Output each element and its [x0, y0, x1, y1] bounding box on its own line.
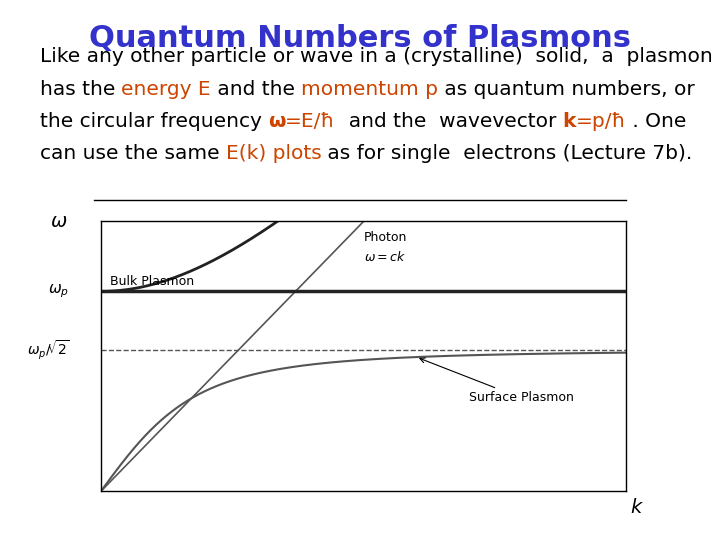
Text: Quantum Numbers of Plasmons: Quantum Numbers of Plasmons [89, 24, 631, 53]
Text: Photon: Photon [364, 232, 407, 245]
Text: as quantum numbers, or: as quantum numbers, or [438, 79, 695, 99]
Text: $\omega$: $\omega$ [50, 212, 68, 231]
Text: and the  wavevector: and the wavevector [336, 112, 562, 131]
Text: =E/ħ: =E/ħ [285, 112, 336, 131]
Text: Surface Plasmon: Surface Plasmon [420, 358, 574, 404]
Text: as for single  electrons (Lecture 7b).: as for single electrons (Lecture 7b). [321, 144, 693, 164]
Text: $\omega_p$: $\omega_p$ [48, 282, 69, 300]
Text: $\omega = ck$: $\omega = ck$ [364, 251, 406, 265]
Text: has the: has the [40, 79, 122, 99]
Text: Bulk Plasmon: Bulk Plasmon [109, 275, 194, 288]
Text: k: k [562, 112, 576, 131]
Text: can use the same: can use the same [40, 144, 225, 164]
Text: =p/ħ: =p/ħ [576, 112, 626, 131]
Text: $\omega_p/\!\sqrt{2}$: $\omega_p/\!\sqrt{2}$ [27, 339, 69, 362]
Text: and the: and the [211, 79, 302, 99]
Text: Like any other particle or wave in a (crystalline)  solid,  a  plasmon: Like any other particle or wave in a (cr… [40, 47, 712, 66]
Text: momentum p: momentum p [302, 79, 438, 99]
Text: . One: . One [626, 112, 686, 131]
Text: $k$: $k$ [630, 498, 644, 517]
Text: energy E: energy E [122, 79, 211, 99]
Text: the circular frequency: the circular frequency [40, 112, 268, 131]
Text: ω: ω [268, 112, 285, 131]
Text: E(k) plots: E(k) plots [225, 144, 321, 164]
